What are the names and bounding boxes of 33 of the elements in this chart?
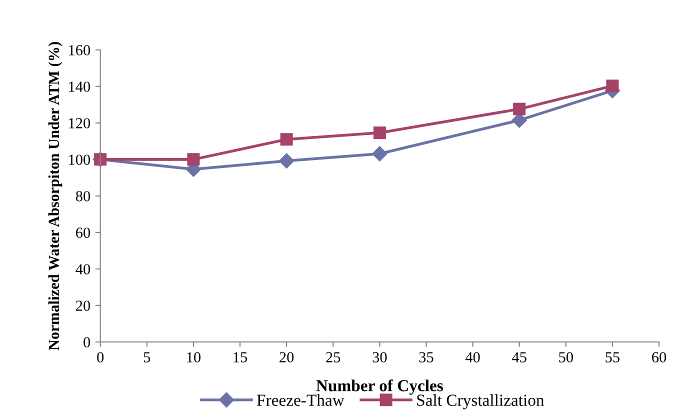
x-tick-label: 5	[144, 352, 150, 362]
x-tick-label: 50	[559, 352, 573, 362]
point	[187, 153, 200, 166]
y-tick-label: 120	[69, 118, 90, 128]
y-axis-title: Normalized Water Absorpiton Under ATM (%)	[48, 42, 62, 350]
legend-label: Freeze-Thaw	[256, 394, 344, 406]
x-tick-label: 40	[465, 352, 480, 362]
point	[373, 126, 386, 140]
point	[372, 146, 388, 162]
x-tick-label: 10	[187, 352, 201, 362]
point	[606, 80, 619, 92]
y-tick-label: 100	[69, 154, 90, 165]
y-tick-label: 60	[76, 228, 90, 238]
y-tick-label: 140	[69, 82, 90, 92]
legend-label: Salt Crystallization	[417, 394, 544, 410]
x-tick-label: 35	[419, 352, 434, 362]
x-axis-title: Number of Cycles	[316, 379, 443, 395]
point	[279, 153, 294, 168]
x-tick-label: 20	[280, 352, 294, 362]
point	[280, 133, 293, 146]
y-tick-label: 160	[69, 45, 90, 56]
x-tick-label: 25	[326, 352, 340, 362]
y-tick-label: 20	[76, 300, 90, 311]
point	[513, 102, 526, 116]
x-tick-label: 15	[234, 352, 248, 362]
x-tick-label: 30	[372, 352, 387, 362]
y-tick-label: 40	[76, 264, 90, 274]
x-tick-label: 45	[512, 352, 526, 362]
x-tick-label: 0	[97, 352, 104, 362]
y-tick-label: 80	[76, 191, 90, 202]
y-tick-label: 0	[84, 337, 90, 348]
x-tick-label: 60	[652, 352, 666, 362]
x-tick-label: 55	[606, 352, 620, 362]
